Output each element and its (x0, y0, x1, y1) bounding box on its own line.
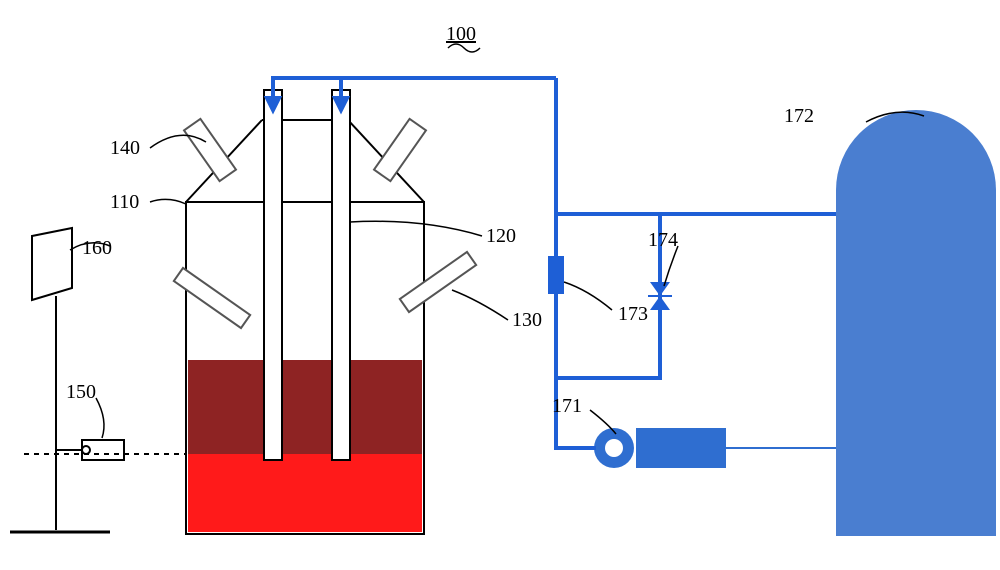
liquid-dark-layer (188, 360, 422, 454)
pump-171 (594, 428, 836, 468)
vessel-liquid (188, 360, 422, 532)
screen-160 (32, 228, 72, 300)
label-100: 100 (446, 23, 476, 45)
leader-110 (150, 199, 186, 204)
leader-120 (350, 221, 482, 236)
valve-174 (648, 282, 672, 310)
port-140 (184, 119, 236, 181)
flowmeter-173 (550, 258, 562, 292)
liquid-bright-layer (188, 454, 422, 532)
label-110: 110 (110, 191, 139, 213)
leader-150 (96, 398, 104, 438)
label-172: 172 (784, 105, 814, 127)
label-174: 174 (648, 229, 678, 251)
port-130-right (400, 252, 476, 312)
process-diagram: 100 140 110 160 120 130 150 171 172 173 … (0, 0, 1000, 570)
label-150: 150 (66, 381, 96, 403)
port-140-mirror (374, 119, 426, 181)
label-171: 171 (552, 395, 582, 417)
glass-ports (174, 119, 476, 328)
leader-100-tilde (448, 44, 480, 52)
leader-174 (664, 246, 678, 286)
leader-173 (564, 282, 612, 310)
leader-130 (452, 290, 508, 320)
label-130: 130 (512, 309, 542, 331)
label-120: 120 (486, 225, 516, 247)
label-160: 160 (82, 237, 112, 259)
left-stand (10, 228, 186, 532)
labels: 100 140 110 160 120 130 150 171 172 173 … (66, 23, 814, 417)
tank-172 (836, 110, 996, 536)
label-140: 140 (110, 137, 140, 159)
label-173: 173 (618, 303, 648, 325)
leader-171 (590, 410, 616, 434)
